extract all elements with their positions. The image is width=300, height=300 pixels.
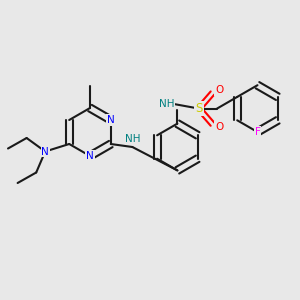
Text: NH: NH xyxy=(124,134,140,144)
Text: N: N xyxy=(107,115,115,125)
Text: S: S xyxy=(195,102,203,115)
Text: O: O xyxy=(215,122,223,132)
Text: N: N xyxy=(86,151,94,161)
Text: F: F xyxy=(254,127,260,137)
Text: N: N xyxy=(41,146,49,157)
Text: NH: NH xyxy=(159,99,175,109)
Text: O: O xyxy=(215,85,223,95)
